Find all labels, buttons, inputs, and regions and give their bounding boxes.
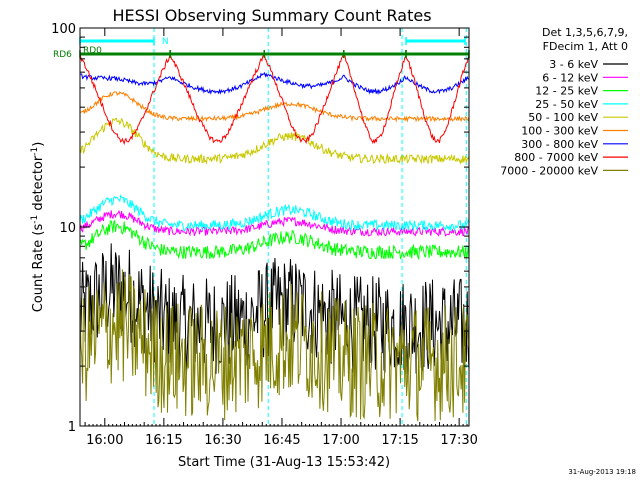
x-tick-label: 16:45	[263, 433, 300, 448]
series-line	[79, 220, 470, 261]
series-line	[79, 243, 470, 374]
x-tick-label: 16:00	[86, 433, 123, 448]
series-7	[79, 53, 470, 146]
legend-entry-label: 25 - 50 keV	[535, 98, 598, 111]
series-8	[79, 269, 470, 422]
flag-label-rd6: RD6	[53, 50, 72, 60]
x-tick-label: 16:30	[204, 433, 241, 448]
legend-entry-label: 50 - 100 keV	[528, 111, 598, 124]
series-line	[79, 90, 470, 123]
chart-title: HESSI Observing Summary Count Rates	[112, 6, 431, 25]
series-5	[79, 90, 470, 123]
footer-timestamp: 31-Aug-2013 19:18	[568, 468, 636, 476]
series-line	[79, 209, 470, 237]
series-layer	[79, 28, 470, 426]
y-axis-label: Count Rate (s-1 detector-1)	[30, 142, 46, 313]
series-line	[79, 53, 470, 146]
series-line	[79, 71, 470, 96]
legend-header-2: FDecim 1, Att 0	[543, 40, 628, 53]
series-4	[79, 117, 470, 165]
series-line	[79, 194, 470, 233]
x-tick-label: 17:30	[440, 433, 477, 448]
x-tick-label: 16:15	[145, 433, 182, 448]
series-3	[79, 194, 470, 233]
axes: 16:00 16:15 16:30 16:45 17:00 17:15 17:30 1 10 10…	[51, 22, 478, 448]
legend-entry-label: 3 - 6 keV	[549, 58, 598, 71]
y-tick-label: 10	[59, 221, 76, 236]
x-tick-label: 17:00	[322, 433, 359, 448]
series-6	[79, 71, 470, 96]
series-line	[79, 269, 470, 422]
legend-entry-label: 7000 - 20000 keV	[500, 164, 598, 177]
series-line	[79, 117, 470, 165]
flag-label-rd0: RD0	[83, 46, 102, 56]
legend-entry-label: 12 - 25 keV	[535, 85, 598, 98]
legend-entry-label: 100 - 300 keV	[521, 125, 598, 138]
legend-entry-label: 6 - 12 keV	[542, 71, 598, 84]
flag-label-n: N	[162, 37, 169, 47]
legend: Det 1,3,5,6,7,9, FDecim 1, Att 0 3 - 6 k…	[500, 26, 628, 177]
series-1	[79, 209, 470, 237]
x-axis-label: Start Time (31-Aug-13 15:53:42)	[178, 455, 390, 470]
legend-header-1: Det 1,3,5,6,7,9,	[542, 26, 628, 39]
series-0	[79, 243, 470, 374]
flags-layer: RD0 N RD6	[53, 37, 470, 60]
x-tick-label: 17:15	[381, 433, 418, 448]
legend-entry-label: 300 - 800 keV	[521, 138, 598, 151]
legend-entry-label: 800 - 7000 keV	[514, 151, 598, 164]
series-2	[79, 220, 470, 261]
y-tick-label: 100	[51, 22, 76, 37]
y-tick-label: 1	[68, 420, 76, 435]
